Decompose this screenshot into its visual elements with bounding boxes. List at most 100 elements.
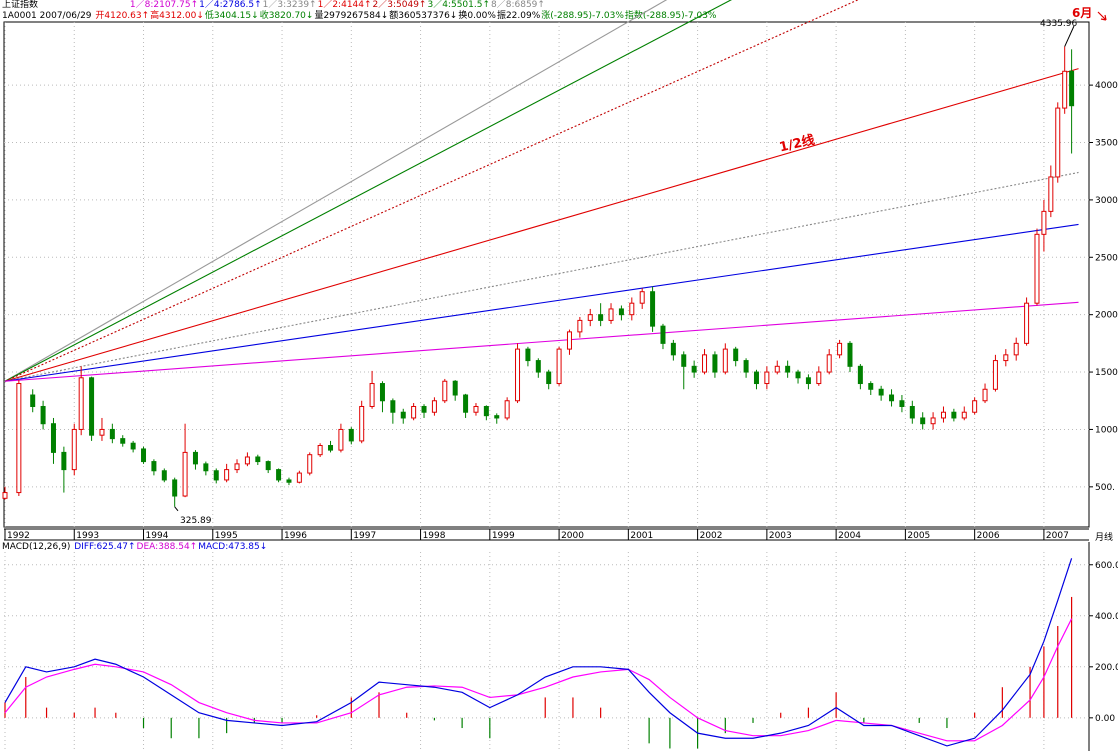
candle-body xyxy=(868,383,874,390)
gann-line-1-3 xyxy=(4,171,1079,382)
year-label: 2006 xyxy=(977,531,1000,541)
candle-body xyxy=(1062,70,1068,109)
candle-body xyxy=(182,451,188,497)
quote-field: 额360537376↓ xyxy=(389,11,458,21)
candle-body xyxy=(712,354,718,373)
price-tick-label: 1500. xyxy=(1095,368,1118,378)
quote-field: 开4120.63↑ xyxy=(95,11,150,21)
candle-body xyxy=(296,472,302,483)
candle-body xyxy=(40,405,46,425)
low-value-label: 325.89 xyxy=(180,516,212,526)
candle-body xyxy=(71,428,77,471)
candle-body xyxy=(265,461,271,471)
candle-body xyxy=(504,400,510,419)
candle-body xyxy=(577,319,583,333)
year-label: 2000 xyxy=(561,531,584,541)
candle-body xyxy=(1055,107,1061,178)
candle-body xyxy=(847,342,853,367)
candle-body xyxy=(317,445,323,456)
candle-body xyxy=(1041,210,1047,235)
macd-value: DIFF:625.47↑ xyxy=(74,542,136,552)
price-tick-label: 1000. xyxy=(1095,425,1118,435)
macd-tick-label: 400.00 xyxy=(1095,612,1118,622)
candle-body xyxy=(1048,176,1054,212)
candle-body xyxy=(525,348,531,362)
candle-body xyxy=(224,469,230,481)
candle-body xyxy=(660,325,666,344)
candle-body xyxy=(61,451,67,471)
candle-body xyxy=(920,417,926,425)
candle-body xyxy=(816,371,822,385)
candle-body xyxy=(328,445,334,451)
year-label: 1992 xyxy=(7,531,30,541)
gann-line-1-4 xyxy=(4,223,1079,382)
candle-body xyxy=(972,400,978,413)
candle-body xyxy=(733,348,739,362)
candle-body xyxy=(78,377,84,430)
year-label: 1996 xyxy=(284,531,307,541)
candle-body xyxy=(805,377,811,385)
quote-field: 高4312.00↓ xyxy=(150,11,204,21)
candle-body xyxy=(546,371,552,385)
year-label: 1999 xyxy=(492,531,515,541)
price-tick-label: 500. xyxy=(1095,483,1115,493)
candle-body xyxy=(1013,342,1019,356)
year-label: 1998 xyxy=(423,531,446,541)
candle-body xyxy=(369,383,375,407)
candle-body xyxy=(276,469,282,481)
candle-body xyxy=(50,423,56,453)
candle-body xyxy=(982,388,988,402)
gann-legend-item: 1／2:4144↑ xyxy=(317,0,372,10)
year-label: 2003 xyxy=(769,531,792,541)
gann-legend-item: 8／8:6859↑ xyxy=(491,0,545,10)
candle-body xyxy=(452,380,458,396)
candle-body xyxy=(681,354,687,367)
candle-body xyxy=(515,348,521,402)
candle-body xyxy=(598,314,604,321)
period-label: 月线 xyxy=(1095,533,1114,543)
price-tick-label: 3500. xyxy=(1095,139,1118,149)
candle-body xyxy=(702,354,708,373)
year-label: 2007 xyxy=(1046,531,1069,541)
year-label: 2005 xyxy=(907,531,930,541)
candle-body xyxy=(463,394,469,413)
candle-body xyxy=(244,456,250,465)
june-label: 6月 xyxy=(1072,6,1093,20)
candle-body xyxy=(483,405,489,417)
candle-body xyxy=(172,479,178,497)
candle-body xyxy=(411,405,417,419)
candle-body xyxy=(431,400,437,413)
year-label: 1993 xyxy=(76,531,99,541)
quote-field: 振22.09% xyxy=(496,11,541,21)
candle-body xyxy=(390,400,396,413)
macd-tick-label: 200.00 xyxy=(1095,663,1118,673)
gann-legend: 1／8:2107.75↑1／4:2786.5↑1／3:3239↑1／2:4144… xyxy=(130,0,546,10)
year-label: 1994 xyxy=(146,531,169,541)
year-label: 1997 xyxy=(353,531,376,541)
candle-body xyxy=(857,365,863,385)
candle-body xyxy=(878,388,884,396)
macd-label: MACD(12,26,9) xyxy=(2,542,71,552)
high-value-label: 4335.96 xyxy=(1040,19,1078,29)
candle-body xyxy=(639,291,645,304)
candle-body xyxy=(951,411,957,419)
candle-body xyxy=(400,411,406,419)
quote-field: 涨(-288.95)-7.03% xyxy=(541,11,624,21)
macd-value: DEA:388.54↑ xyxy=(136,542,198,552)
gann-line-1-8 xyxy=(4,301,1079,382)
candle-body xyxy=(650,291,656,327)
candle-body xyxy=(566,331,572,350)
quote-field: 指数(-288.95)-7.03% xyxy=(624,11,717,21)
macd-value: MACD:473.85↓ xyxy=(198,542,268,552)
candle-body xyxy=(764,371,770,385)
candle-body xyxy=(109,428,115,440)
high-pointer xyxy=(1064,25,1075,47)
gann-legend-item: 1／4:2786.5↑ xyxy=(199,0,262,10)
quote-field: 收3820.70↓ xyxy=(259,11,314,21)
candle-body xyxy=(618,308,624,316)
chart-header-row1: 上证指数 1／8:2107.75↑1／4:2786.5↑1／3:3239↑1／2… xyxy=(2,0,547,10)
gann-line-1-2 xyxy=(4,68,1079,382)
candle-body xyxy=(130,442,136,450)
candle-body xyxy=(826,354,832,373)
candle-body xyxy=(930,417,936,425)
